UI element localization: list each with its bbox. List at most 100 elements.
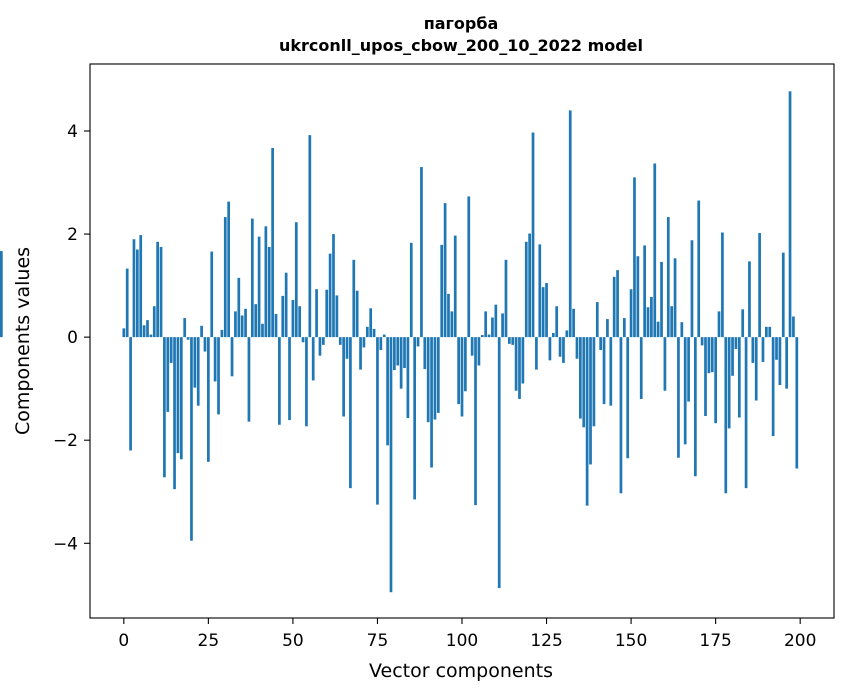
bar-59 — [321, 337, 325, 345]
bar-92 — [433, 337, 437, 420]
bar-152 — [636, 256, 640, 338]
bar-109 — [491, 317, 494, 338]
bar-147 — [619, 337, 623, 494]
bar-1 — [125, 268, 129, 338]
bar-56 — [311, 337, 315, 381]
bar-84 — [406, 337, 410, 419]
bar-78 — [386, 337, 389, 446]
y-tick-label: 2 — [67, 225, 78, 245]
bar-157 — [653, 163, 657, 338]
bar-185 — [748, 261, 751, 338]
bar-199 — [795, 337, 799, 469]
bar-149 — [626, 337, 630, 459]
bar-2 — [129, 337, 132, 451]
x-tick-label: 0 — [118, 631, 129, 651]
bar-180 — [731, 337, 734, 376]
x-tick-label: 200 — [784, 631, 816, 651]
bar-133 — [572, 308, 575, 338]
bar-182 — [737, 337, 741, 418]
bar-103 — [470, 337, 474, 356]
bar-25 — [207, 337, 210, 462]
bar-3 — [132, 239, 136, 338]
bar-51 — [294, 222, 298, 338]
bar-190 — [765, 326, 768, 338]
bar-13 — [166, 337, 170, 412]
bar-97 — [450, 311, 454, 338]
bars-group — [0, 91, 799, 593]
bar-35 — [240, 315, 244, 338]
bar-82 — [399, 337, 403, 389]
bar-118 — [521, 337, 525, 384]
bar-74 — [372, 328, 376, 338]
bar-37 — [247, 337, 251, 422]
bar-54 — [305, 337, 308, 427]
bar-96 — [447, 293, 450, 338]
bar-88 — [420, 167, 423, 338]
bar-155 — [646, 307, 650, 338]
bar-75 — [376, 337, 379, 505]
plot-area-frame — [89, 63, 835, 619]
x-tick-label: 150 — [615, 631, 647, 651]
y-tick-label: 0 — [67, 328, 78, 348]
bar-167 — [687, 337, 690, 402]
bar-135 — [579, 337, 582, 419]
bar-184 — [744, 337, 748, 489]
bar-77 — [382, 334, 386, 338]
bar-123 — [538, 244, 542, 338]
bar-171 — [700, 337, 704, 346]
x-tick-label: 25 — [198, 631, 220, 651]
bar-30 — [223, 217, 227, 338]
bar-127 — [551, 333, 555, 338]
bar-134 — [575, 337, 579, 359]
bar-42 — [264, 226, 268, 338]
bar-43 — [267, 246, 271, 338]
bar-104 — [474, 337, 477, 506]
bar-192 — [771, 337, 775, 437]
bar-175 — [714, 337, 717, 424]
bar-160 — [663, 337, 667, 391]
bar-159 — [660, 261, 663, 338]
bar-150 — [629, 289, 633, 338]
bar-121 — [531, 132, 535, 338]
bar-55 — [308, 135, 312, 338]
bar-27 — [213, 337, 217, 382]
bar-120 — [528, 233, 531, 338]
bar-119 — [524, 241, 528, 338]
bar-105 — [477, 337, 481, 366]
bar-158 — [656, 321, 660, 338]
bar-142 — [602, 337, 606, 405]
bar-85 — [409, 242, 413, 338]
bar-70 — [359, 337, 362, 370]
bar-20 — [190, 337, 193, 541]
bar-197 — [788, 91, 792, 338]
bar-154 — [643, 245, 646, 338]
bar-174 — [710, 337, 714, 373]
bar-8 — [149, 334, 153, 338]
bar-136 — [582, 337, 586, 428]
bar-11 — [159, 246, 163, 338]
bar-108 — [487, 334, 491, 338]
bar-178 — [724, 337, 728, 494]
bar-179 — [727, 337, 731, 429]
bar-153 — [639, 337, 643, 399]
x-tick-label: 100 — [446, 631, 478, 651]
bar-126 — [548, 337, 552, 361]
bar-169 — [693, 337, 697, 477]
bar-111 — [497, 337, 501, 589]
bar-19 — [186, 337, 190, 340]
bar-162 — [670, 306, 674, 338]
bar-166 — [683, 337, 687, 445]
bar-144 — [609, 337, 613, 406]
bar-47 — [281, 295, 285, 338]
bar-15 — [173, 337, 176, 490]
chart-subtitle: ukrconll_upos_cbow_200_10_2022 model — [279, 36, 643, 55]
bar-91 — [430, 337, 433, 468]
bar-106 — [480, 335, 484, 338]
bar-26 — [210, 251, 214, 338]
bar-68 — [352, 259, 356, 338]
bar-143 — [606, 319, 609, 338]
bar-101 — [464, 337, 467, 392]
bar-62 — [332, 234, 335, 338]
bar-undefined — [0, 251, 3, 338]
bar-21 — [193, 337, 197, 388]
